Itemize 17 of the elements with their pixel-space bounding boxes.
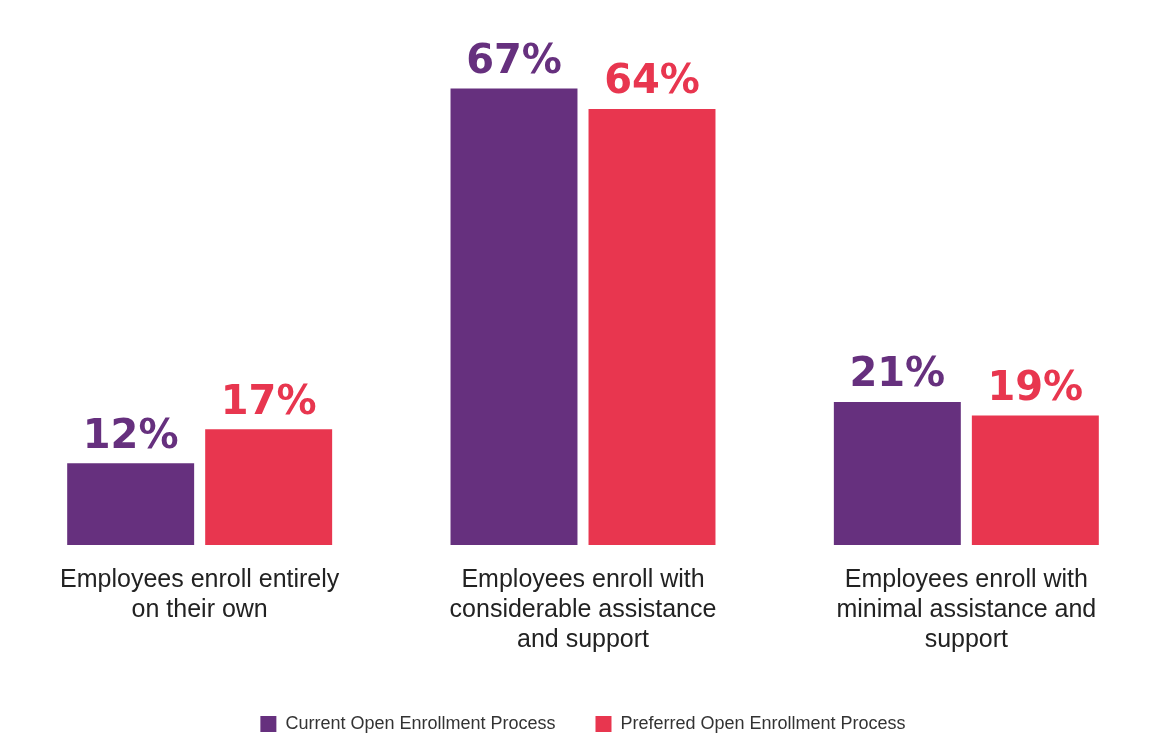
data-label: 21%: [849, 349, 946, 396]
bar: [67, 463, 195, 545]
x-tick-label: Employees enroll entirely on their own: [60, 563, 340, 622]
bar: [588, 108, 716, 545]
data-label: 67%: [466, 35, 562, 82]
data-label: 17%: [220, 376, 317, 423]
legend-label: Preferred Open Enrollment Process: [620, 712, 906, 733]
bar: [971, 415, 1099, 545]
bar: [205, 429, 333, 545]
data-label: 19%: [987, 362, 1084, 409]
data-label: 64%: [604, 56, 700, 103]
x-tick-label: Employees enroll with minimal assistance and support: [836, 563, 1097, 652]
bar: [450, 88, 578, 545]
x-tick-label: Employees enroll with considerable assistance and support: [449, 563, 717, 652]
legend-label: Current Open Enrollment Process: [285, 712, 556, 733]
bar: [833, 401, 961, 545]
data-label: 12%: [82, 410, 179, 457]
